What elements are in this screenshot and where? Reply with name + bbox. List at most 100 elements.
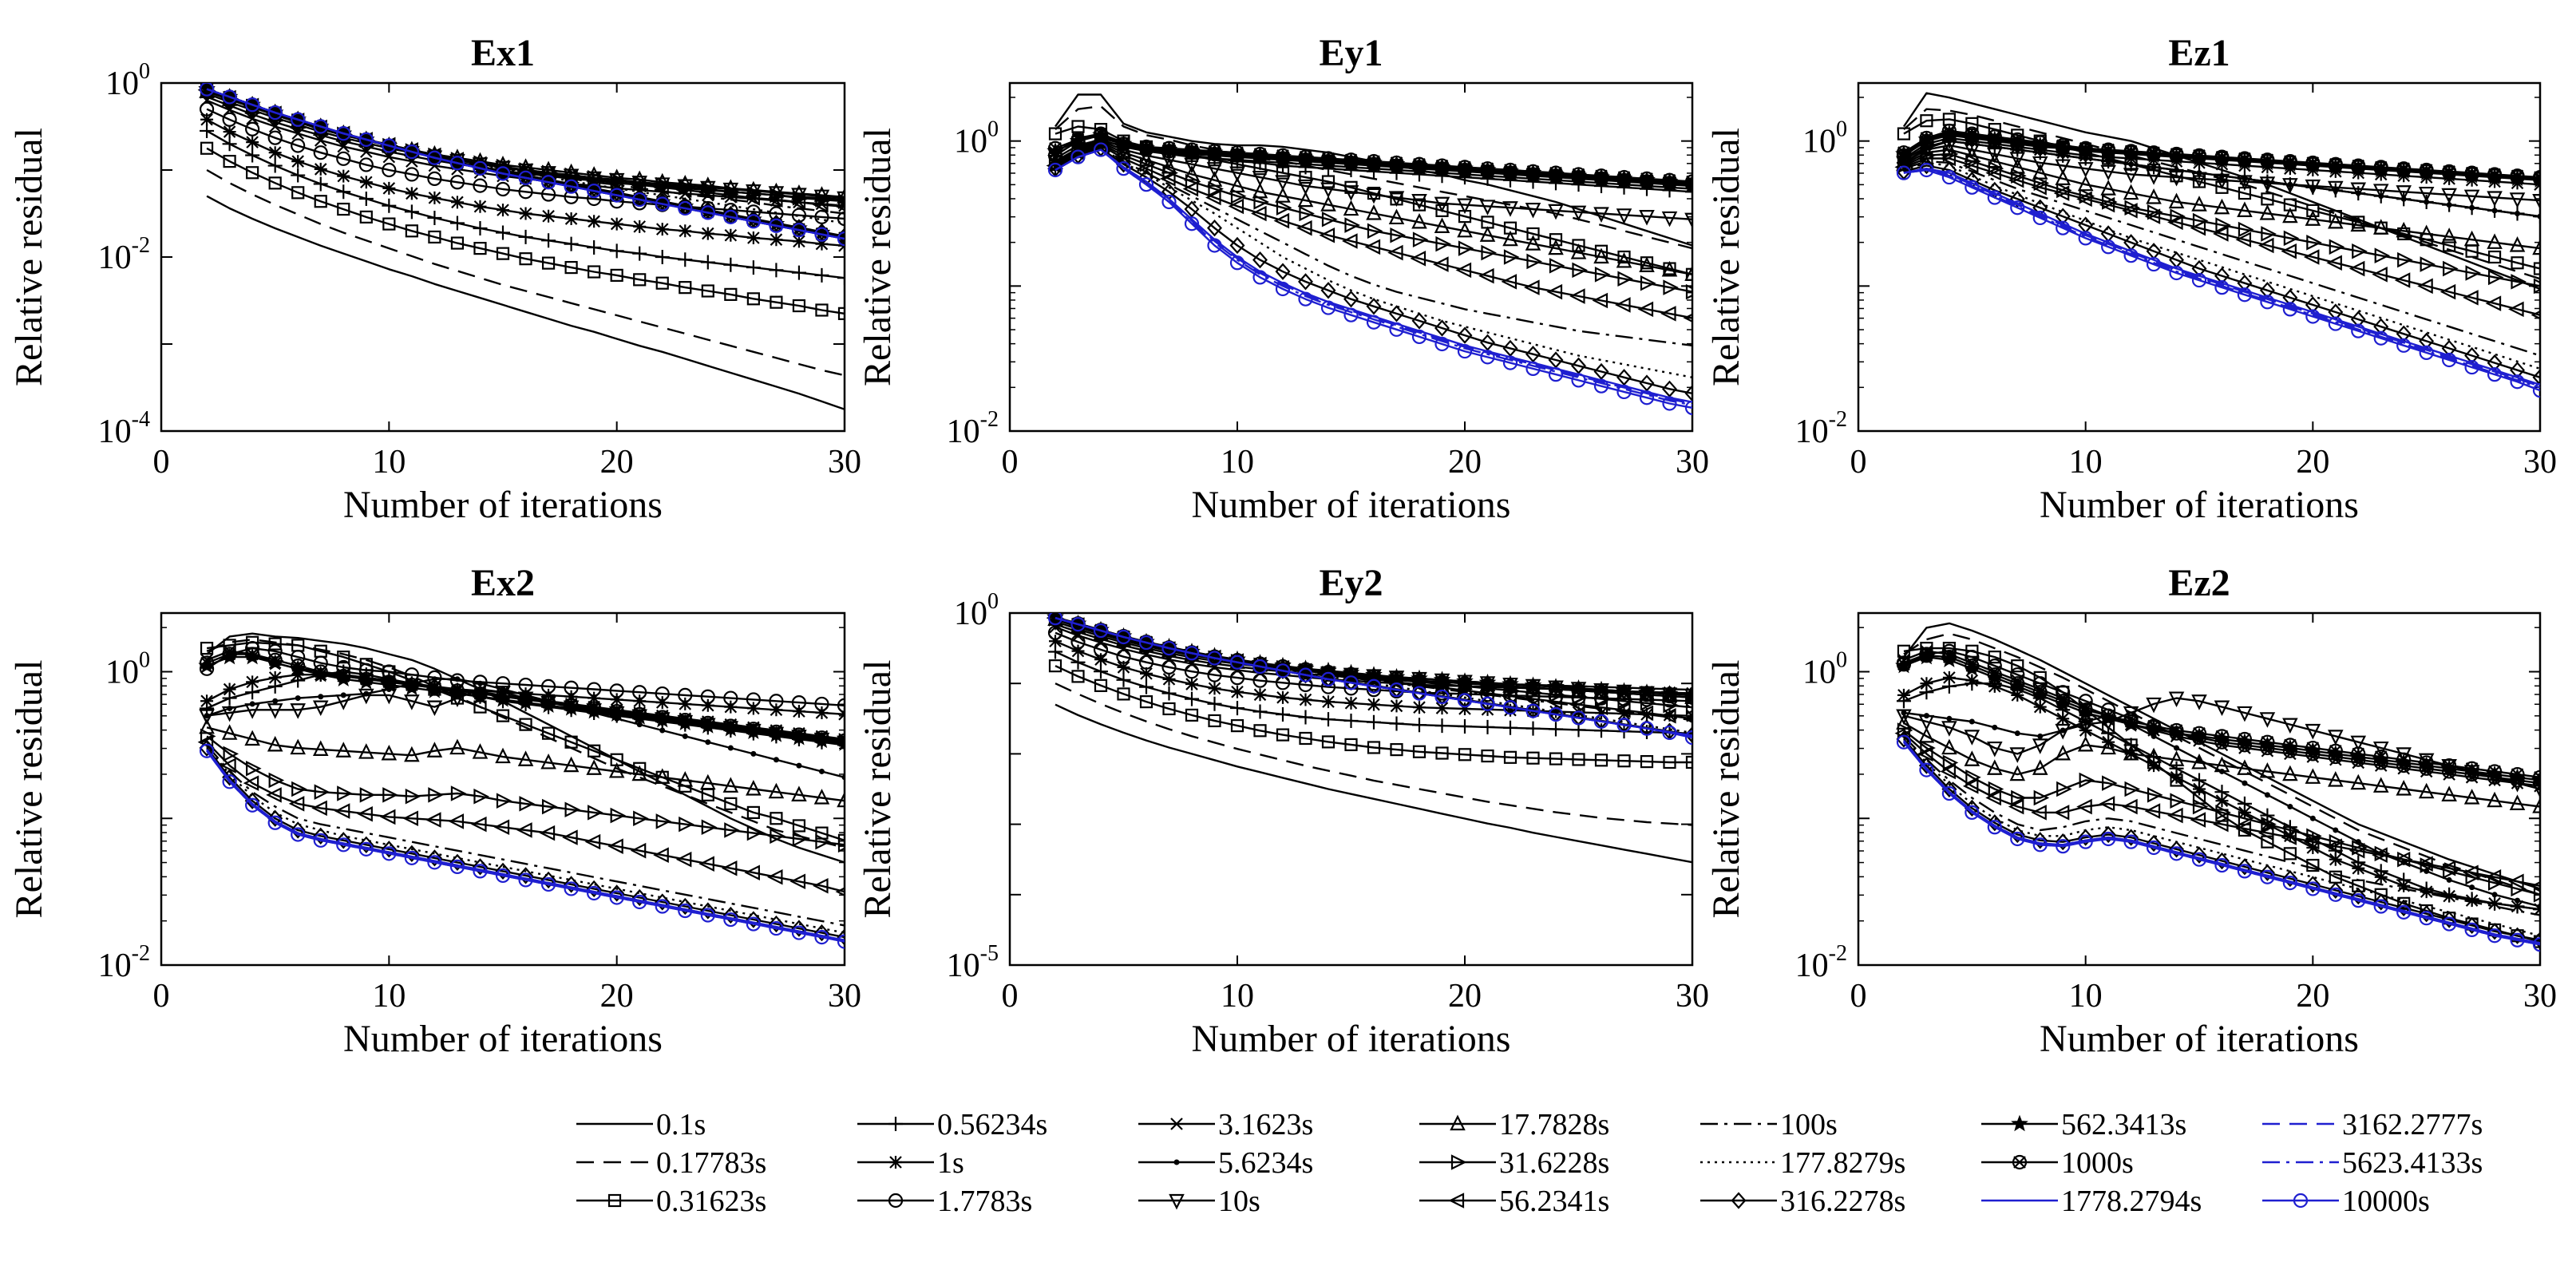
data-point xyxy=(1320,300,1336,315)
data-point xyxy=(1411,156,1427,172)
data-point xyxy=(2191,846,2207,864)
panel-title: Ey1 xyxy=(1319,32,1383,74)
data-point xyxy=(700,715,715,730)
series-line-0.17783s xyxy=(1903,632,2540,896)
data-point xyxy=(813,878,829,894)
data-point xyxy=(2373,749,2388,765)
data-point xyxy=(2128,161,2135,168)
data-point xyxy=(493,819,510,836)
data-point xyxy=(473,221,488,236)
data-point xyxy=(2242,780,2248,786)
data-point xyxy=(1410,251,1426,267)
data-point xyxy=(318,694,324,700)
series-line-56.2341s xyxy=(206,741,845,893)
data-point xyxy=(679,697,692,710)
data-point xyxy=(2169,722,2184,738)
data-point xyxy=(1412,198,1426,212)
data-point xyxy=(2305,876,2321,893)
data-point xyxy=(1940,150,1956,167)
data-point xyxy=(473,788,489,805)
data-point xyxy=(2123,144,2139,159)
data-point xyxy=(2169,841,2185,858)
data-point xyxy=(2099,196,2115,213)
data-point xyxy=(837,193,845,210)
data-point xyxy=(2191,694,2207,710)
data-point xyxy=(312,700,329,717)
data-point xyxy=(1548,239,1564,255)
data-point xyxy=(2237,287,2253,303)
data-point xyxy=(789,194,806,211)
data-point xyxy=(1322,695,1335,709)
y-tick-label: 10-2 xyxy=(98,941,150,984)
data-point xyxy=(744,864,760,881)
data-point xyxy=(449,738,465,755)
legend-item: 1s xyxy=(857,1146,964,1180)
x-axis-label: Number of iterations xyxy=(1192,1018,1511,1060)
data-point xyxy=(2101,831,2116,847)
data-point xyxy=(1684,690,1692,705)
data-point xyxy=(1964,750,1980,766)
x-tick-label: 0 xyxy=(1002,978,1019,1015)
series-line-0.31623s xyxy=(206,147,845,315)
data-point xyxy=(1252,251,1268,269)
data-point xyxy=(1047,613,1063,626)
data-point xyxy=(1297,191,1314,208)
data-point xyxy=(1617,693,1633,710)
data-point xyxy=(1162,702,1176,716)
data-point xyxy=(2056,712,2070,726)
data-point xyxy=(541,233,556,248)
data-point xyxy=(1071,670,1085,683)
data-point xyxy=(2032,738,2048,754)
data-point xyxy=(2237,731,2253,747)
data-point xyxy=(1941,139,1957,155)
data-point xyxy=(2511,900,2524,913)
data-point xyxy=(746,780,762,796)
data-point xyxy=(1640,275,1656,291)
data-point xyxy=(2373,893,2389,911)
data-point xyxy=(1684,212,1692,229)
data-point xyxy=(609,704,624,719)
data-point xyxy=(2191,196,2207,212)
data-point xyxy=(1987,759,2003,775)
data-point xyxy=(519,796,535,812)
data-point xyxy=(2441,785,2457,801)
data-point xyxy=(1593,684,1609,699)
data-point xyxy=(655,893,671,911)
data-point xyxy=(2214,852,2230,870)
data-point xyxy=(2168,691,2185,708)
data-point xyxy=(791,265,806,280)
data-point xyxy=(1207,220,1222,237)
data-point xyxy=(792,190,809,206)
data-point xyxy=(2463,789,2480,805)
data-point xyxy=(1139,679,1153,694)
legend-item: 3162.2777s xyxy=(2262,1108,2483,1141)
data-point xyxy=(2533,887,2540,903)
data-point xyxy=(473,200,487,213)
data-point xyxy=(1942,754,1959,771)
data-point xyxy=(587,240,602,255)
data-point xyxy=(2348,260,2365,277)
data-point xyxy=(1525,164,1541,179)
data-point xyxy=(2083,718,2089,725)
data-point xyxy=(2169,146,2184,162)
data-point xyxy=(1962,778,1979,794)
data-point xyxy=(1185,691,1199,706)
legend-label: 0.17783s xyxy=(656,1146,766,1180)
data-point xyxy=(2190,220,2206,236)
data-point xyxy=(1965,769,1981,785)
data-point xyxy=(199,655,215,671)
data-point xyxy=(1184,646,1200,661)
data-point xyxy=(2032,156,2048,172)
x-tick-label: 0 xyxy=(1002,444,1019,481)
data-point xyxy=(1942,671,1956,684)
data-point xyxy=(2078,702,2093,718)
x-tick-label: 30 xyxy=(828,978,861,1015)
data-point xyxy=(495,747,511,764)
axes-box xyxy=(160,81,846,433)
data-point xyxy=(2079,772,2095,789)
data-point xyxy=(267,130,283,145)
series-line-100s xyxy=(1903,160,2540,357)
data-point xyxy=(746,260,761,275)
data-point xyxy=(2100,180,2116,196)
